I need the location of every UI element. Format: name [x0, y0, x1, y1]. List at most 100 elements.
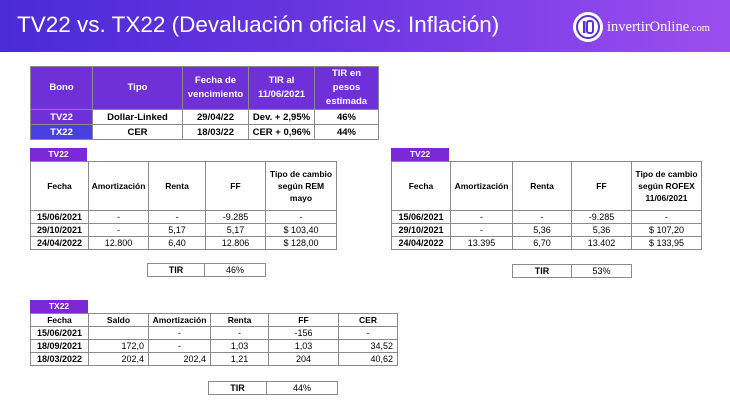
tv22-rofex-tag: TV22 [391, 148, 449, 161]
saldo-cell: 172,0 [88, 339, 149, 353]
table-row: 29/10/2021 - 5,36 5,36 $ 107,20 [391, 223, 702, 237]
renta-cell: - [148, 210, 206, 224]
header-fecha: Fecha [30, 313, 89, 327]
tir-label: TIR [512, 264, 572, 278]
table-row: 24/04/2022 13.395 6,70 13.402 $ 133,95 [391, 236, 702, 250]
tx22-tir-table: TIR 44% [208, 381, 338, 395]
table-row: 18/03/2022 202,4 202,4 1,21 204 40,62 [30, 352, 398, 366]
tv22-rem-table: Fecha Amortización Renta FF Tipo de camb… [30, 161, 337, 250]
fecha-cell: 29/10/2021 [391, 223, 451, 237]
summary-header-tir-pesos: TIR en pesos estimada [314, 66, 379, 110]
vencimiento-cell: 18/03/22 [182, 124, 249, 140]
ff-cell: 5,17 [205, 223, 266, 237]
tir-label: TIR [147, 263, 205, 277]
renta-cell: 5,17 [148, 223, 206, 237]
ff-cell: 5,36 [571, 223, 632, 237]
saldo-cell: 202,4 [88, 352, 149, 366]
tipo-cell: Dollar-Linked [92, 109, 183, 125]
logo-domain: .com [689, 22, 710, 34]
page-title: TV22 vs. TX22 (Devaluación oficial vs. I… [17, 12, 500, 37]
fecha-cell: 24/04/2022 [391, 236, 451, 250]
renta-cell: 5,36 [512, 223, 572, 237]
bono-cell: TX22 [30, 124, 93, 140]
table-row: 15/06/2021 - - -156 - [30, 326, 398, 340]
header-saldo: Saldo [88, 313, 149, 327]
renta-cell: - [210, 326, 269, 340]
ff-cell: 13.402 [571, 236, 632, 250]
tir-row: TIR 53% [512, 264, 632, 278]
fecha-cell: 15/06/2021 [30, 326, 89, 340]
tx22-table: Fecha Saldo Amortización Renta FF CER 15… [30, 313, 398, 366]
logo-text: invertirOnline.com [607, 19, 710, 36]
ff-cell: -9.285 [571, 210, 632, 224]
header-amortizacion: Amortización [148, 313, 211, 327]
tv22-rem-tag: TV22 [30, 148, 87, 161]
tir-pesos-cell: 46% [314, 109, 379, 125]
tir-row: TIR 44% [208, 381, 338, 395]
table-row: 29/10/2021 - 5,17 5,17 $ 103,40 [30, 223, 337, 237]
tipo-cambio-cell: - [265, 210, 337, 224]
ff-cell: 204 [268, 352, 339, 366]
fecha-cell: 15/06/2021 [391, 210, 451, 224]
summary-header-row: Bono Tipo Fecha de vencimiento TIR al 11… [30, 66, 379, 110]
header-amortizacion: Amortización [88, 161, 149, 211]
amortizacion-cell: 202,4 [148, 352, 211, 366]
tir-pesos-cell: 44% [314, 124, 379, 140]
tv22-rofex-header-row: Fecha Amortización Renta FF Tipo de camb… [391, 161, 702, 211]
header-renta: Renta [512, 161, 572, 211]
header-renta: Renta [148, 161, 206, 211]
ff-cell: -9.285 [205, 210, 266, 224]
tir-cell: Dev. + 2,95% [248, 109, 315, 125]
logo-main: invertirOnline [607, 18, 690, 35]
tir-cell: CER + 0,96% [248, 124, 315, 140]
header-tipo-cambio-rofex: Tipo de cambio según ROFEX 11/06/2021 [631, 161, 702, 211]
bono-cell: TV22 [30, 109, 93, 125]
header-fecha: Fecha [391, 161, 451, 211]
renta-cell: 6,40 [148, 236, 206, 250]
vencimiento-cell: 29/04/22 [182, 109, 249, 125]
tir-value: 46% [204, 263, 266, 277]
header-ff: FF [268, 313, 339, 327]
tipo-cambio-cell: $ 103,40 [265, 223, 337, 237]
cer-cell: 40,62 [338, 352, 398, 366]
amortizacion-cell: - [148, 339, 211, 353]
saldo-cell [88, 326, 149, 340]
renta-cell: 6,70 [512, 236, 572, 250]
renta-cell: - [512, 210, 572, 224]
fecha-cell: 24/04/2022 [30, 236, 89, 250]
table-row: 24/04/2022 12.800 6,40 12.806 $ 128,00 [30, 236, 337, 250]
amortizacion-cell: 13.395 [450, 236, 513, 250]
tipo-cambio-cell: $ 133,95 [631, 236, 702, 250]
fecha-cell: 18/09/2021 [30, 339, 89, 353]
tir-value: 44% [266, 381, 338, 395]
summary-header-vencimiento: Fecha de vencimiento [182, 66, 249, 110]
summary-table: Bono Tipo Fecha de vencimiento TIR al 11… [30, 66, 379, 140]
tv22-rofex-table: Fecha Amortización Renta FF Tipo de camb… [391, 161, 702, 250]
table-row: 18/09/2021 172,0 - 1,03 1,03 34,52 [30, 339, 398, 353]
fecha-cell: 29/10/2021 [30, 223, 89, 237]
table-row: 15/06/2021 - - -9.285 - [30, 210, 337, 224]
summary-header-tipo: Tipo [92, 66, 183, 110]
header-renta: Renta [210, 313, 269, 327]
tv22-rem-tir-table: TIR 46% [147, 263, 266, 277]
io-monogram-icon [573, 12, 603, 42]
header-ff: FF [571, 161, 632, 211]
fecha-cell: 15/06/2021 [30, 210, 89, 224]
amortizacion-cell: - [450, 210, 513, 224]
amortizacion-cell: - [450, 223, 513, 237]
tir-label: TIR [208, 381, 267, 395]
renta-cell: 1,21 [210, 352, 269, 366]
renta-cell: 1,03 [210, 339, 269, 353]
tir-value: 53% [571, 264, 632, 278]
table-row: 15/06/2021 - - -9.285 - [391, 210, 702, 224]
logo: invertirOnline.com [573, 12, 710, 42]
tv22-rem-header-row: Fecha Amortización Renta FF Tipo de camb… [30, 161, 337, 211]
tipo-cambio-cell: $ 107,20 [631, 223, 702, 237]
amortizacion-cell: 12.800 [88, 236, 149, 250]
header-amortizacion: Amortización [450, 161, 513, 211]
tipo-cambio-cell: - [631, 210, 702, 224]
cer-cell: - [338, 326, 398, 340]
header-tipo-cambio-rem: Tipo de cambio según REM mayo [265, 161, 337, 211]
amortizacion-cell: - [88, 210, 149, 224]
header-ff: FF [205, 161, 266, 211]
